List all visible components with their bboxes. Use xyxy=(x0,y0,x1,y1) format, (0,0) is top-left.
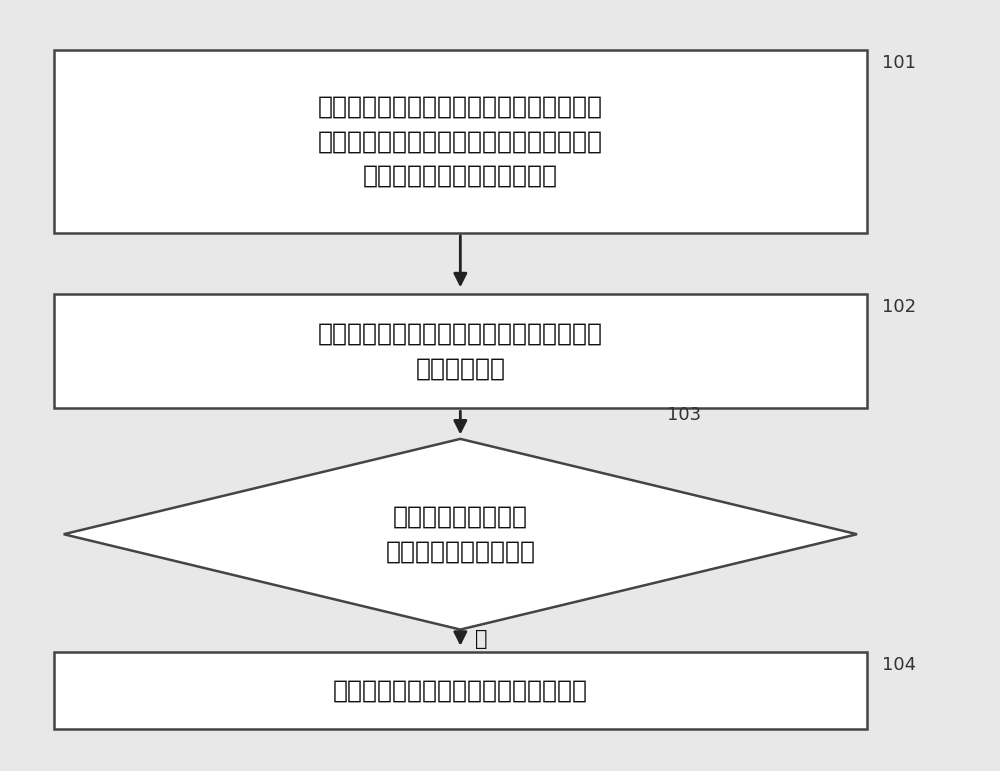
Text: 判断所述绝对值是否
大于预设的漂移温差值: 判断所述绝对值是否 大于预设的漂移温差值 xyxy=(385,504,535,564)
Text: 确定所述第一温度值与所述第二温度值之间
差值的绝对值: 确定所述第一温度值与所述第二温度值之间 差值的绝对值 xyxy=(318,322,603,380)
Text: 103: 103 xyxy=(667,406,701,423)
FancyBboxPatch shape xyxy=(54,294,867,409)
FancyBboxPatch shape xyxy=(54,652,867,729)
Text: 102: 102 xyxy=(882,298,916,316)
Text: 104: 104 xyxy=(882,656,916,675)
Text: 是: 是 xyxy=(475,628,488,648)
Text: 确定风侧换热器中温度传感器发生漂移: 确定风侧换热器中温度传感器发生漂移 xyxy=(333,678,588,702)
Text: 101: 101 xyxy=(882,54,916,72)
Text: 在空调为待机状态时，接收风侧换热器中温
度传感器采集的第一温度值，以及接收环境
温度传感器采集的第二温度值: 在空调为待机状态时，接收风侧换热器中温 度传感器采集的第一温度值，以及接收环境 … xyxy=(318,95,603,188)
FancyBboxPatch shape xyxy=(54,50,867,233)
Polygon shape xyxy=(64,439,857,630)
